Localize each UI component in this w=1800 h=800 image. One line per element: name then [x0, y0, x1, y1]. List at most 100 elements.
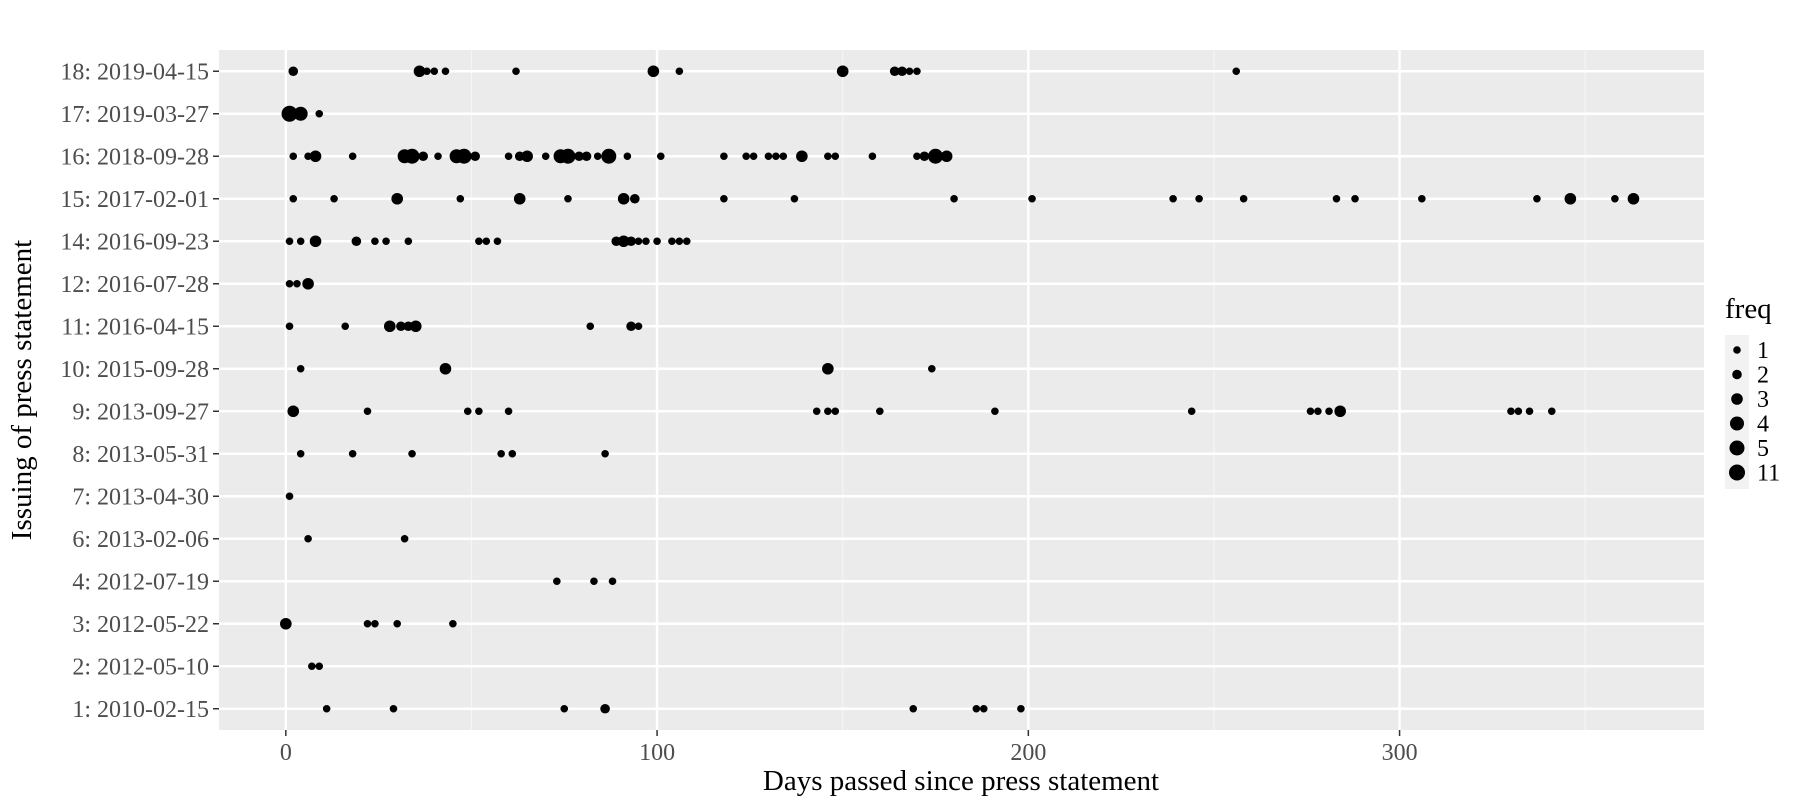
- y-tick-label: 14: 2016-09-23: [60, 229, 209, 255]
- data-point: [919, 151, 930, 162]
- data-point: [772, 152, 780, 161]
- data-point: [675, 67, 684, 76]
- data-point: [897, 66, 907, 77]
- data-point: [400, 534, 409, 543]
- data-point: [1232, 67, 1241, 76]
- data-point: [1533, 194, 1541, 203]
- data-point: [790, 194, 799, 203]
- data-point: [593, 152, 602, 161]
- data-point: [404, 237, 413, 246]
- data-point: [590, 577, 598, 586]
- data-point: [626, 236, 636, 247]
- data-point: [831, 152, 840, 161]
- data-point: [404, 148, 420, 164]
- data-point: [281, 105, 298, 122]
- data-point: [285, 492, 294, 501]
- y-tick-label: 18: 2019-04-15: [60, 59, 209, 85]
- y-axis: 1: 2010-02-15 2: 2012-05-10 3: 2012-05-22 4…: [60, 59, 219, 723]
- legend-key-background: [1725, 335, 1749, 489]
- data-point: [913, 152, 921, 161]
- data-point: [1418, 194, 1426, 203]
- data-point: [456, 194, 465, 203]
- data-point: [642, 237, 650, 246]
- y-tick-label: 1: 2010-02-15: [72, 697, 209, 723]
- data-point: [289, 152, 298, 161]
- legend-entry: 4: [1757, 412, 1769, 438]
- x-tick-label: 200: [1010, 740, 1046, 766]
- data-point: [950, 194, 958, 203]
- data-point: [824, 407, 832, 416]
- data-point: [521, 150, 533, 163]
- legend-key: [1729, 464, 1745, 481]
- data-point: [309, 150, 322, 163]
- data-point: [979, 704, 988, 713]
- data-point: [626, 321, 636, 332]
- y-tick-label: 3: 2012-05-22: [72, 612, 209, 638]
- data-point: [601, 449, 609, 458]
- data-point: [409, 320, 422, 333]
- data-point: [413, 65, 426, 78]
- data-point: [341, 322, 350, 331]
- data-point: [1017, 704, 1025, 713]
- data-point: [302, 277, 314, 290]
- data-point: [288, 66, 299, 77]
- data-point: [682, 237, 691, 246]
- data-point: [1195, 194, 1203, 203]
- data-point: [586, 322, 595, 331]
- data-point: [1239, 194, 1248, 203]
- data-point: [475, 407, 483, 416]
- data-point: [1332, 194, 1341, 203]
- data-point: [634, 237, 643, 246]
- data-point: [831, 407, 840, 416]
- data-point: [647, 65, 660, 78]
- y-tick-label: 17: 2019-03-27: [60, 102, 209, 128]
- legend-key: [1730, 416, 1744, 431]
- data-point: [824, 152, 832, 161]
- data-point: [560, 704, 569, 713]
- data-point: [560, 148, 576, 164]
- legend-entry: 3: [1757, 387, 1769, 413]
- data-point: [475, 237, 483, 246]
- y-tick-label: 10: 2015-09-28: [60, 357, 209, 383]
- x-tick-label: 100: [639, 740, 675, 766]
- data-point: [371, 237, 379, 246]
- data-point: [285, 279, 294, 288]
- data-point: [991, 407, 999, 416]
- data-point: [383, 320, 396, 333]
- data-point: [508, 449, 517, 458]
- data-point: [322, 704, 331, 713]
- data-point: [289, 194, 298, 203]
- data-point: [1306, 407, 1315, 416]
- data-points: [280, 65, 1640, 714]
- data-point: [749, 152, 758, 161]
- data-point: [285, 322, 294, 331]
- data-point: [1314, 407, 1322, 416]
- data-point: [742, 152, 750, 161]
- y-tick-label: 7: 2013-04-30: [72, 484, 209, 510]
- x-axis: 0 100 200 300: [280, 730, 1418, 766]
- legend-entry: 5: [1757, 436, 1769, 462]
- data-point: [617, 192, 630, 205]
- data-point: [434, 152, 442, 161]
- legend-title: freq: [1725, 293, 1772, 325]
- data-point: [285, 237, 294, 246]
- data-point: [630, 193, 640, 204]
- data-point: [634, 322, 643, 331]
- data-point: [1547, 407, 1556, 416]
- data-point: [304, 152, 312, 161]
- data-point: [822, 362, 834, 375]
- data-point: [796, 150, 808, 163]
- data-point: [564, 194, 572, 203]
- data-point: [541, 152, 550, 161]
- data-point: [889, 66, 900, 77]
- data-point: [363, 407, 372, 416]
- data-point: [1334, 405, 1346, 418]
- data-point: [1627, 192, 1640, 205]
- data-point: [423, 67, 431, 76]
- y-tick-label: 15: 2017-02-01: [60, 187, 209, 213]
- data-point: [371, 619, 379, 628]
- data-point: [441, 67, 450, 76]
- data-point: [382, 237, 390, 246]
- y-tick-label: 12: 2016-07-28: [60, 272, 209, 298]
